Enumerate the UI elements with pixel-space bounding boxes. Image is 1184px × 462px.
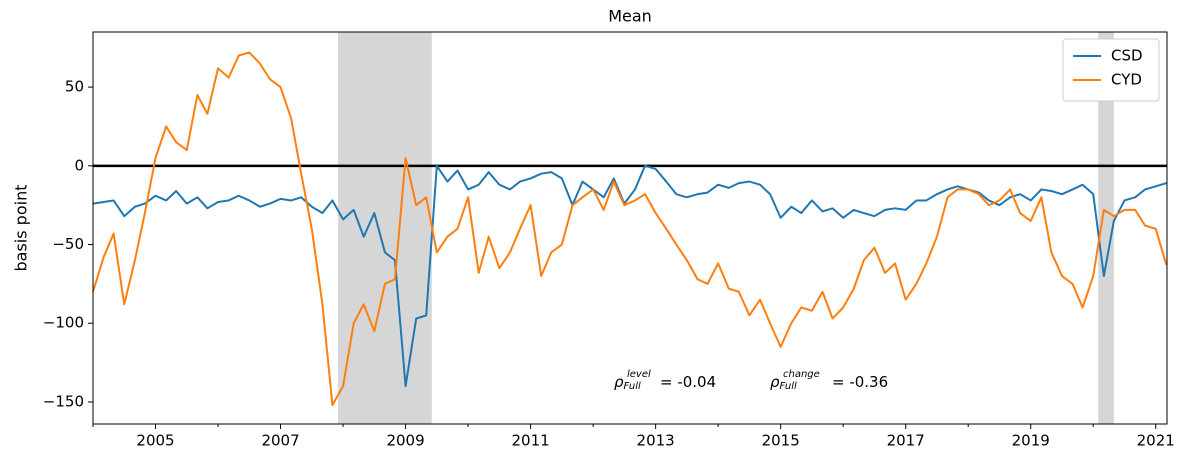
series-line [92,51,1168,407]
annotation-sub: Full [624,381,641,392]
annotation: ρFullchange = -0.36 [770,369,888,392]
annotation-sup: change [783,369,820,380]
annotation-symbol: ρ [770,373,780,391]
chart-title: Mean [608,7,652,26]
series-line [92,164,1167,388]
x-tick-label: 2019 [1012,432,1050,450]
y-tick-label: −150 [43,392,84,410]
x-tick-label: 2005 [136,432,174,450]
y-tick-label: −50 [52,235,84,253]
annotation-sub: Full [780,381,797,392]
x-tick-label: 2021 [1137,432,1175,450]
x-tick-label: 2017 [887,432,925,450]
y-tick-label: 0 [74,156,84,174]
x-tick-label: 2011 [512,432,550,450]
y-tick-label: 50 [65,78,84,96]
y-tick-label: −100 [43,314,84,332]
x-tick-label: 2007 [261,432,299,450]
annotation-text: = -0.04 [660,373,716,391]
annotation-text: = -0.36 [832,373,888,391]
legend: CSD CYD [1062,38,1160,102]
annotation-sup: level [627,369,651,380]
x-tick-label: 2009 [386,432,424,450]
x-tick-label: 2015 [762,432,800,450]
shaded-region [338,32,432,424]
shaded-region [1098,32,1114,424]
legend-label: CYD [1111,71,1142,89]
x-tick-label: 2013 [637,432,675,450]
annotation-symbol: ρ [614,373,624,391]
annotation: ρFulllevel = -0.04 [614,369,716,392]
legend-box [1062,38,1160,102]
y-axis-label: basis point [12,185,31,272]
plot-frame [92,31,1168,425]
plot-area: 50 0 −50 −100 −150 2005 2007 2009 2011 2013 2015 20… [43,31,1175,450]
legend-label: CSD [1111,47,1143,65]
